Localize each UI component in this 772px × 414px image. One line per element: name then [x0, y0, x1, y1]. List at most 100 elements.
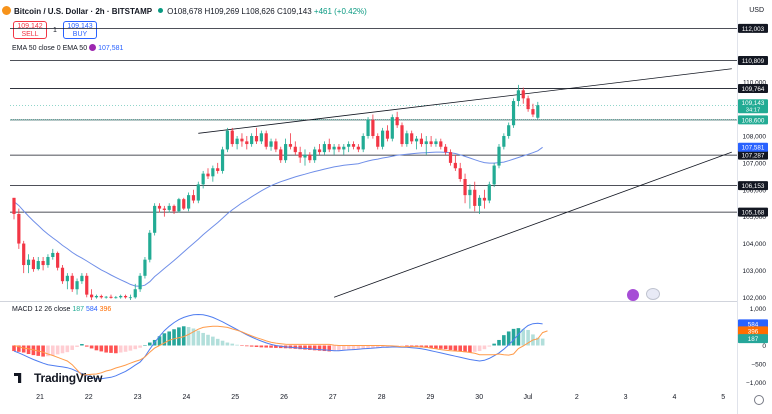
- candle-body: [182, 199, 186, 209]
- time-tick-label: 30: [475, 394, 483, 401]
- macd-histogram-bar: [225, 342, 230, 346]
- sell-button[interactable]: 109,142 SELL: [13, 21, 47, 39]
- candle-body: [250, 135, 254, 145]
- macd-histogram-bar: [26, 345, 31, 354]
- candle-body: [60, 267, 65, 282]
- time-tick-label: 23: [134, 394, 142, 401]
- candle-body: [288, 144, 293, 147]
- macd-histogram-bar: [482, 345, 487, 350]
- macd-histogram-bar: [278, 345, 283, 349]
- candle-body: [123, 295, 128, 298]
- macd-histogram-bar: [405, 345, 409, 347]
- candle-body: [385, 130, 390, 139]
- candle-body: [473, 189, 477, 206]
- candle-body: [143, 259, 147, 276]
- macd-tag-bg: [738, 326, 768, 336]
- level-tag-bg: [738, 181, 768, 191]
- level-tag: 112,003: [742, 26, 765, 33]
- macd-histogram-bar: [463, 345, 467, 353]
- candle-body: [536, 105, 540, 118]
- macd-histogram-bar: [104, 345, 108, 353]
- ema-legend-label: EMA 50 close 0 EMA 50: [12, 45, 88, 52]
- macd-histogram-bar: [17, 345, 21, 352]
- ohlc-values: O108,678 H109,269 L108,626 C109,143: [167, 7, 312, 16]
- candle-body: [521, 90, 525, 99]
- candle-body: [429, 141, 433, 145]
- candle-body: [361, 135, 365, 150]
- currency-label[interactable]: USD: [749, 7, 764, 14]
- symbol-header[interactable]: Bitcoin / U.S. Dollar · 2h · BITSTAMP O10…: [2, 6, 367, 16]
- macd-histogram-bar: [332, 345, 336, 352]
- candle-body: [293, 146, 297, 153]
- macd-histogram-bar: [84, 345, 89, 347]
- macd-histogram-bar: [312, 345, 317, 351]
- candle-body: [507, 125, 511, 136]
- price-tick-label: 104,000: [743, 241, 767, 248]
- candle-body: [167, 205, 171, 210]
- time-tick-label: 21: [36, 394, 44, 401]
- ema-50-line: [13, 146, 543, 287]
- macd-histogram-bar: [41, 345, 45, 357]
- macd-histogram-bar: [123, 345, 128, 352]
- macd-histogram-bar: [458, 345, 462, 352]
- candle-body: [424, 141, 428, 145]
- macd-histogram-bar: [235, 344, 239, 346]
- price-tick-label: 105,000: [743, 214, 767, 221]
- macd-histogram-bar: [293, 345, 298, 349]
- macd-histogram-bar: [254, 345, 259, 347]
- level-tag-bg: [738, 115, 768, 125]
- flag-icon[interactable]: [646, 288, 660, 300]
- macd-histogram-bar: [196, 330, 201, 346]
- candle-body: [235, 138, 239, 145]
- candles: [12, 84, 540, 300]
- macd-histogram-bar: [220, 340, 225, 346]
- macd-histogram-bar: [264, 345, 268, 348]
- macd-histogram-bar: [181, 326, 186, 346]
- macd-histogram-bar: [143, 345, 147, 346]
- candle-body: [279, 149, 283, 161]
- macd-histogram-bar: [70, 345, 74, 350]
- candle-body: [434, 141, 438, 145]
- candle-body: [138, 275, 142, 290]
- candle-body: [148, 232, 152, 260]
- candle-body: [119, 295, 123, 298]
- price-tick-label: 107,000: [743, 160, 767, 167]
- macd-histogram-bar: [46, 345, 50, 357]
- candle-body: [162, 208, 166, 210]
- candle-body: [497, 146, 501, 166]
- candle-body: [245, 141, 249, 145]
- candle-body: [347, 144, 351, 147]
- candle-body: [85, 275, 89, 295]
- compare-icon[interactable]: [627, 289, 639, 301]
- macd-tag: 187: [748, 336, 759, 343]
- indicator-settings-icon[interactable]: [89, 44, 97, 51]
- settings-icon[interactable]: [754, 395, 764, 405]
- price-tick-label: 110,000: [743, 80, 766, 87]
- macd-histogram-bar: [55, 345, 60, 355]
- candle-body: [371, 119, 375, 136]
- candle-body: [400, 125, 404, 145]
- macd-histogram-bar: [327, 345, 332, 352]
- macd-legend[interactable]: MACD 12 26 close 187 584 396: [12, 306, 111, 313]
- macd-histogram-bar: [249, 345, 254, 347]
- sell-price: 109,142: [17, 23, 43, 30]
- ema-tag-bg: [738, 142, 768, 152]
- buy-button[interactable]: 109,143 BUY: [63, 21, 97, 39]
- candle-body: [128, 297, 132, 299]
- macd-histogram-bar: [536, 337, 540, 346]
- macd-tick-label: −500: [751, 361, 766, 368]
- candle-body: [487, 184, 491, 201]
- macd-histogram-bar: [434, 345, 438, 349]
- candle-body: [531, 109, 535, 115]
- buy-price: 109,143: [67, 23, 93, 30]
- tradingview-logo: TradingView: [14, 371, 102, 385]
- macd-histogram-bar: [487, 345, 492, 347]
- candle-body: [22, 243, 26, 266]
- ema-legend[interactable]: EMA 50 close 0 EMA 50 107,581: [12, 44, 123, 52]
- macd-histogram-bar: [191, 328, 196, 346]
- candle-body: [337, 146, 341, 150]
- macd-tag-bg: [738, 334, 768, 344]
- countdown-tag: 34:17: [746, 107, 761, 113]
- candle-body: [395, 117, 399, 126]
